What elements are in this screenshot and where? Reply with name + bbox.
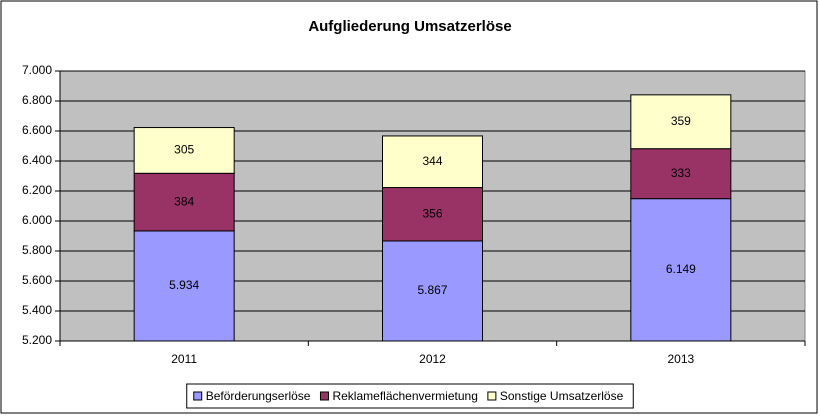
legend bbox=[186, 383, 634, 409]
bar-segment bbox=[382, 240, 483, 342]
y-tick-label: 6.400 bbox=[22, 153, 52, 167]
bar-segment bbox=[630, 94, 732, 150]
data-label: 356 bbox=[422, 206, 442, 220]
data-label: 6.149 bbox=[666, 262, 696, 276]
y-tick-label: 5.600 bbox=[22, 273, 52, 287]
x-tick-label: 2013 bbox=[667, 352, 694, 366]
bar-segment bbox=[630, 198, 732, 342]
x-tick-label: 2011 bbox=[171, 352, 197, 366]
bar-segment bbox=[630, 148, 732, 200]
data-label: 5.867 bbox=[417, 283, 447, 297]
y-tick-label: 6.600 bbox=[22, 123, 52, 137]
y-tick-label: 5.400 bbox=[22, 303, 52, 317]
data-label: 333 bbox=[671, 166, 691, 180]
bar-segment bbox=[133, 172, 235, 232]
bar-segment bbox=[133, 127, 235, 174]
legend-swatch bbox=[193, 391, 203, 401]
bar-segment bbox=[382, 135, 483, 189]
y-tick-label: 7.000 bbox=[22, 63, 52, 77]
bar-segment bbox=[382, 187, 483, 242]
legend-label: Reklameflächenvermietung bbox=[332, 389, 477, 403]
data-label: 5.934 bbox=[169, 278, 199, 292]
data-label: 344 bbox=[422, 154, 442, 168]
y-tick-label: 6.800 bbox=[22, 93, 52, 107]
legend-label: Sonstige Umsatzerlöse bbox=[500, 389, 624, 403]
data-label: 359 bbox=[671, 114, 691, 128]
legend-swatch bbox=[319, 391, 329, 401]
chart-title: Aufgliederung Umsatzerlöse bbox=[308, 18, 511, 35]
y-tick-label: 5.200 bbox=[22, 333, 52, 347]
y-tick-label: 6.000 bbox=[22, 213, 52, 227]
bar-segment bbox=[133, 230, 235, 342]
y-tick-label: 5.800 bbox=[22, 243, 52, 257]
y-tick-label: 6.200 bbox=[22, 183, 52, 197]
data-label: 305 bbox=[174, 143, 194, 157]
legend-swatch bbox=[487, 391, 497, 401]
legend-label: Beförderungserlöse bbox=[206, 389, 311, 403]
x-tick-label: 2012 bbox=[419, 352, 446, 366]
data-label: 384 bbox=[174, 194, 194, 208]
